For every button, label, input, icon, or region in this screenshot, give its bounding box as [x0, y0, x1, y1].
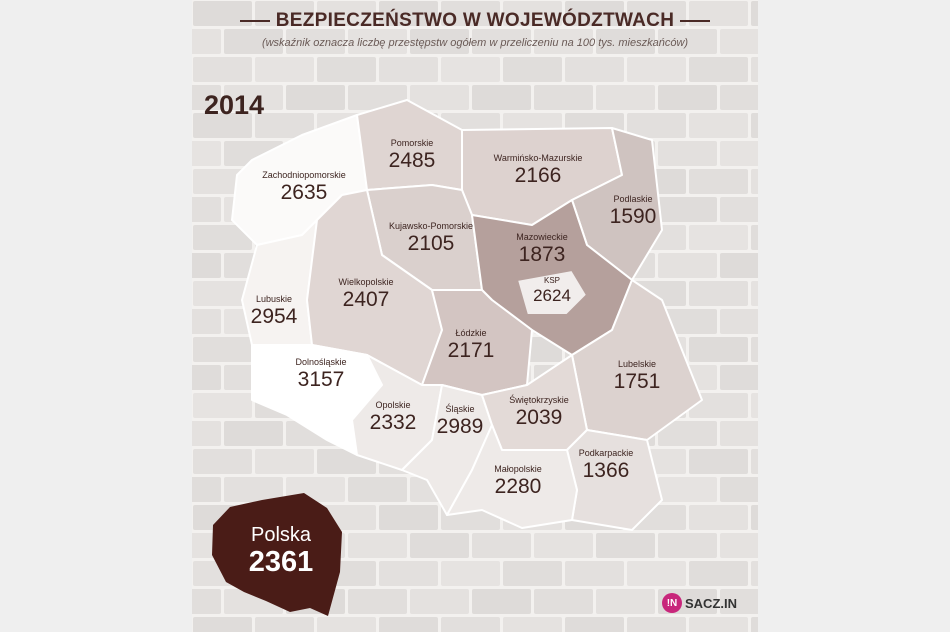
region-name: Dolnośląskie [295, 357, 347, 367]
region-name: Kujawsko-Pomorskie [388, 221, 474, 231]
region-name: KSP [543, 276, 561, 285]
label-lubuskie: Lubuskie 2954 [251, 294, 298, 328]
region-name: Podkarpackie [578, 448, 634, 458]
region-value: 2954 [250, 305, 298, 328]
region-name: Świętokrzyskie [509, 395, 569, 405]
label-wielkopolskie: Wielkopolskie 2407 [338, 277, 393, 311]
label-mazowieckie: Mazowieckie 1873 [516, 232, 568, 266]
label-warminsko-mazurskie: Warmińsko-Mazurskie 2166 [494, 153, 583, 187]
logo-badge-icon: !N [662, 593, 682, 613]
region-value: 3157 [297, 368, 345, 391]
region-value: 2280 [494, 475, 542, 498]
region-value: 2105 [407, 232, 455, 255]
region-name: Wielkopolskie [338, 277, 394, 287]
region-ksp[interactable] [516, 269, 588, 316]
label-lodzkie: Łódzkie 2171 [448, 328, 495, 362]
polska-silhouette [212, 493, 342, 616]
label-swietokrzyskie: Świętokrzyskie 2039 [509, 395, 569, 429]
region-value: 2332 [369, 411, 417, 434]
region-name: Mazowieckie [516, 232, 568, 242]
region-value: 2624 [533, 286, 571, 305]
infographic: BEZPIECZEŃSTWO W WOJEWÓDZTWACH (wskaźnik… [192, 0, 758, 632]
region-name: Pomorskie [390, 138, 434, 148]
region-name: Małopolskie [494, 464, 542, 474]
region-name: Lubelskie [617, 359, 657, 369]
region-value: 1873 [518, 243, 566, 266]
region-value: 1751 [613, 370, 661, 393]
region-malopolskie[interactable] [446, 424, 578, 529]
title-row: BEZPIECZEŃSTWO W WOJEWÓDZTWACH [192, 10, 758, 32]
label-podkarpackie: Podkarpackie 1366 [579, 448, 634, 482]
region-name: Warmińsko-Mazurskie [493, 153, 583, 163]
region-value: 2171 [447, 339, 495, 362]
label-ksp: KSP 2624 [533, 276, 571, 305]
title-rule-left [239, 20, 270, 22]
sacz-logo[interactable]: !N SACZ.IN [662, 590, 737, 616]
label-opolskie: Opolskie 2332 [370, 400, 417, 434]
region-value: 2407 [342, 288, 390, 311]
region-name: Śląskie [445, 404, 475, 414]
logo-text: SACZ.IN [685, 595, 737, 611]
region-name: Opolskie [375, 400, 411, 410]
subtitle: (wskaźnik oznacza liczbę przestępstw ogó… [261, 37, 689, 49]
label-slaskie: Śląskie 2989 [437, 404, 484, 438]
region-value: 2989 [436, 415, 484, 438]
title-rule-right [680, 20, 711, 22]
region-name: Zachodniopomorskie [262, 170, 346, 180]
year-label: 2014 [204, 90, 265, 120]
region-value: 1590 [609, 205, 657, 228]
polska-value: 2361 [248, 546, 314, 578]
region-value: 2485 [388, 149, 436, 172]
label-malopolskie: Małopolskie 2280 [494, 464, 542, 498]
region-value: 1366 [582, 459, 630, 482]
label-zachodniopomorskie: Zachodniopomorskie 2635 [262, 170, 346, 204]
polska-name: Polska [250, 524, 312, 546]
region-value: 2635 [280, 181, 328, 204]
label-kujawsko-pomorskie: Kujawsko-Pomorskie 2105 [389, 221, 473, 255]
label-lubelskie: Lubelskie 1751 [614, 359, 661, 393]
region-name: Łódzkie [455, 328, 487, 338]
region-value: 2166 [514, 164, 562, 187]
region-name: Podlaskie [613, 194, 653, 204]
polska-total: Polska 2361 [249, 523, 314, 578]
region-name: Lubuskie [255, 294, 293, 304]
label-podlaskie: Podlaskie 1590 [610, 194, 657, 228]
region-value: 2039 [515, 406, 563, 429]
label-dolnoslaskie: Dolnośląskie 3157 [295, 357, 346, 391]
title: BEZPIECZEŃSTWO W WOJEWÓDZTWACH [275, 10, 675, 31]
poland-map [212, 99, 703, 616]
label-pomorskie: Pomorskie 2485 [389, 138, 436, 172]
